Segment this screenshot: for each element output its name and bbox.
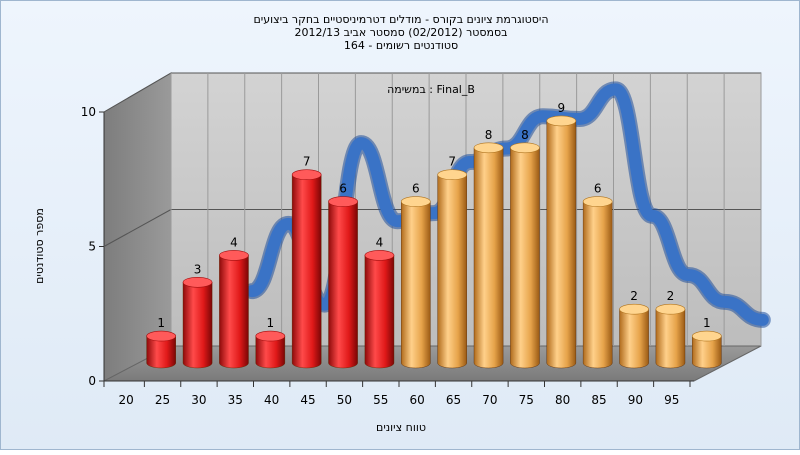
x-tick-label-40: 40 (264, 393, 279, 407)
bars (146, 115, 722, 369)
data-label-45: 6 (339, 182, 347, 196)
bar-body (364, 255, 395, 369)
data-label-60: 7 (448, 155, 456, 169)
bar-body (619, 309, 649, 369)
data-label-55: 6 (412, 182, 420, 196)
y-tick-label: 10 (81, 105, 96, 119)
data-label-65: 8 (485, 128, 493, 142)
y-tick-label: 0 (88, 374, 96, 388)
bar-top (437, 169, 468, 180)
data-label-25: 3 (194, 262, 202, 276)
data-label-40: 7 (303, 155, 311, 169)
bar-50 (364, 250, 395, 369)
chart-subtitle: במשימה : Final_B (387, 83, 475, 96)
data-label-35: 1 (266, 316, 274, 330)
bar-body (401, 201, 431, 369)
bar-45 (328, 196, 358, 369)
chart-title-line-1: היסטוגרמת ציונים בקורס - מודלים דטרמיניס… (253, 13, 548, 26)
chart-title-line-2: בסמסטר (02/2012) סמסטר אביב 2012/13 (294, 26, 507, 39)
x-axis-ticks: 20 25 30 35 40 45 50 55 60 65 70 75 80 85 90 95 (103, 381, 691, 407)
bar-top (510, 142, 540, 154)
bar-body (328, 201, 358, 369)
bar-top (146, 330, 177, 342)
bar-body (182, 282, 213, 369)
bar-85 (619, 303, 649, 369)
x-axis-title: טווח ציונים (376, 421, 426, 434)
bar-top (182, 276, 213, 288)
bar-body (291, 174, 322, 369)
x-tick-label-85: 85 (591, 393, 606, 407)
bar-body (582, 201, 613, 369)
x-tick-label-70: 70 (482, 393, 497, 407)
bar-75 (546, 115, 577, 369)
bar-body (219, 255, 249, 369)
bar-top (328, 196, 358, 207)
x-tick-label-95: 95 (664, 393, 679, 407)
x-tick-label-45: 45 (300, 393, 315, 407)
x-tick-label-25: 25 (155, 393, 170, 407)
bar-65 (473, 142, 504, 369)
bar-top (291, 169, 322, 180)
x-tick-label-35: 35 (228, 393, 243, 407)
bar-top (619, 303, 649, 315)
bar-30 (219, 250, 249, 369)
data-label-30: 4 (230, 235, 238, 249)
bar-90 (655, 303, 686, 369)
bar-top (219, 250, 249, 261)
bar-55 (400, 196, 431, 369)
x-tick-label-80: 80 (555, 393, 570, 407)
bar-body (146, 335, 176, 369)
bar-35 (255, 330, 286, 369)
bar-body (510, 147, 540, 369)
bar-70 (510, 142, 540, 369)
bar-body (255, 335, 286, 369)
bar-top (400, 196, 431, 207)
x-tick-label-30: 30 (191, 393, 206, 407)
bar-body (655, 309, 686, 369)
data-label-85: 2 (630, 289, 638, 303)
data-label-80: 6 (594, 182, 602, 196)
bar-25 (182, 276, 213, 369)
bar-95 (691, 330, 722, 369)
bar-body (546, 120, 577, 369)
x-tick-label-60: 60 (410, 393, 425, 407)
bar-40 (291, 169, 322, 369)
bar-body (437, 174, 467, 369)
bar-top (364, 250, 395, 261)
data-label-90: 2 (667, 289, 675, 303)
data-label-70: 8 (521, 128, 529, 142)
x-tick-label-55: 55 (373, 393, 388, 407)
x-tick-label-20: 20 (119, 393, 134, 407)
bar-top (473, 142, 504, 154)
data-labels: 1 3 4 1 7 6 4 6 7 8 8 9 6 2 2 1 (157, 101, 710, 330)
data-label-50: 4 (376, 235, 384, 249)
data-label-20: 1 (157, 316, 165, 330)
bar-60 (437, 169, 468, 369)
bar-top (582, 196, 613, 207)
y-axis-ticks: 0 5 10 (81, 105, 104, 388)
x-tick-label-50: 50 (337, 393, 352, 407)
bar-top (691, 330, 722, 342)
bar-top (255, 330, 286, 342)
bar-body (692, 335, 722, 369)
bar-20 (146, 330, 177, 369)
y-tick-label: 5 (88, 240, 96, 254)
data-label-95: 1 (703, 316, 711, 330)
x-tick-label-90: 90 (628, 393, 643, 407)
bar-top (546, 115, 577, 127)
chart-title-line-3: סטודנטים רשומים - 164 (344, 39, 458, 52)
data-label-75: 9 (557, 101, 565, 115)
bar-body (473, 147, 504, 369)
y-axis-title: מספר סטודנטים (33, 208, 46, 284)
x-tick-label-65: 65 (446, 393, 461, 407)
gridline-left-10 (103, 72, 172, 113)
bar-80 (582, 196, 613, 369)
gridline-left-5 (103, 209, 172, 247)
x-tick-label-75: 75 (519, 393, 534, 407)
bar-top (655, 303, 686, 315)
